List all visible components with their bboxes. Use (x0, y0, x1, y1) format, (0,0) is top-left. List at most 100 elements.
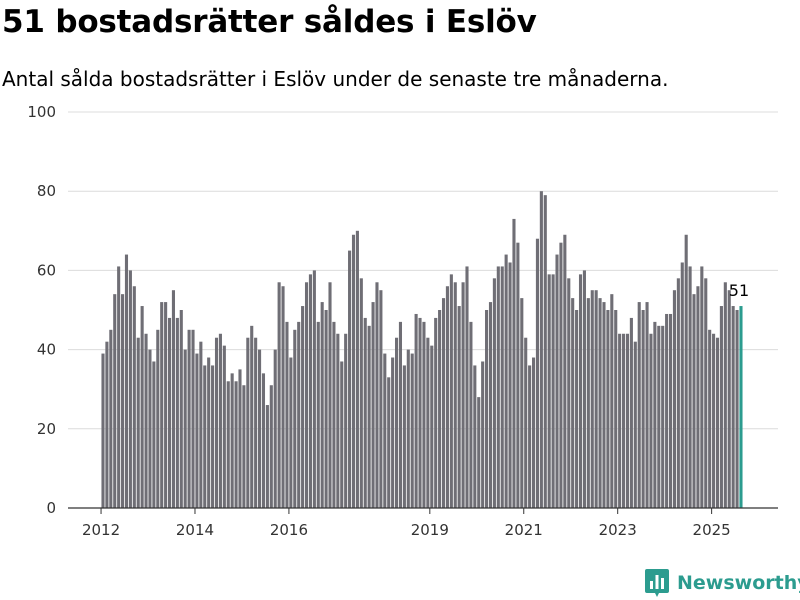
bar (273, 349, 277, 508)
bar (308, 274, 312, 508)
brand-name: Newsworthy (677, 572, 800, 594)
bar (183, 349, 187, 508)
bar (199, 341, 203, 508)
y-tick-label: 40 (37, 341, 56, 359)
bar (214, 337, 219, 508)
bar (379, 290, 383, 508)
bar (676, 278, 680, 508)
bar (668, 313, 673, 508)
bar (171, 290, 175, 508)
bar (575, 310, 579, 508)
bar (625, 333, 630, 508)
bar (136, 337, 140, 508)
bar (598, 298, 602, 508)
bar (524, 337, 528, 508)
bar (363, 317, 367, 508)
bar (555, 254, 559, 508)
bar (520, 298, 524, 508)
bar (477, 397, 481, 508)
x-tick-label: 2021 (505, 521, 543, 539)
bar (582, 270, 586, 508)
bar (704, 278, 708, 508)
bar (680, 262, 684, 508)
bar (312, 270, 316, 508)
bar (348, 250, 352, 508)
bar (594, 290, 598, 508)
bar (457, 306, 461, 508)
bar (508, 262, 512, 508)
bar (606, 310, 610, 508)
chart-subtitle: Antal sålda bostadsrätter i Eslöv under … (2, 67, 669, 91)
bar (395, 337, 399, 508)
bar (261, 373, 266, 508)
bar (293, 329, 297, 508)
bar (692, 294, 696, 508)
bar (371, 302, 375, 508)
bar (610, 294, 614, 508)
bar (344, 333, 348, 508)
bar (277, 282, 281, 508)
bar (516, 242, 520, 508)
bar (324, 310, 328, 508)
bar (226, 381, 230, 508)
bar (618, 333, 622, 508)
bar (665, 313, 669, 508)
bar (246, 337, 250, 508)
bar (351, 234, 356, 508)
annotations: 51 (729, 281, 749, 300)
bar (567, 278, 571, 508)
bar (410, 353, 414, 508)
bar (132, 286, 136, 508)
bar (336, 333, 340, 508)
bar (156, 329, 160, 508)
bar (175, 317, 179, 508)
bar (571, 298, 575, 508)
bar (281, 286, 285, 508)
bar (234, 381, 238, 508)
bar (332, 321, 336, 508)
bar (316, 321, 320, 508)
bar (531, 357, 536, 508)
bar (297, 321, 301, 508)
bar (211, 365, 215, 508)
bar (320, 302, 324, 508)
bar (375, 282, 379, 508)
bar (547, 274, 551, 508)
bar (301, 306, 305, 508)
bar (422, 321, 426, 508)
y-tick-label: 20 (37, 420, 56, 438)
bar (387, 377, 391, 508)
bar (461, 282, 465, 508)
bar (418, 317, 422, 508)
x-tick-label: 2025 (693, 521, 731, 539)
bar (731, 306, 735, 508)
bar (649, 333, 653, 508)
bar (179, 310, 183, 508)
highlight-value-label: 51 (729, 281, 749, 300)
bar (195, 353, 199, 508)
bar (328, 282, 332, 508)
bar (109, 329, 113, 508)
x-tick-label: 2012 (82, 521, 120, 539)
y-tick-label: 60 (37, 261, 56, 279)
bar (391, 357, 395, 508)
bar (187, 329, 191, 508)
brand-logo: Newsworthy (645, 569, 800, 597)
newsworthy-chart-logo-icon (645, 569, 669, 597)
y-tick-label: 80 (37, 182, 56, 200)
bar (535, 238, 539, 508)
bar (105, 341, 109, 508)
bar (254, 337, 258, 508)
bar (191, 329, 195, 508)
bar (383, 353, 387, 508)
bar (140, 306, 144, 508)
bar (559, 242, 563, 508)
bar (426, 337, 430, 508)
bar (629, 317, 633, 508)
bar (218, 333, 222, 508)
bar (645, 302, 649, 508)
bar (124, 254, 129, 508)
bar (144, 333, 148, 508)
bar (265, 405, 269, 508)
